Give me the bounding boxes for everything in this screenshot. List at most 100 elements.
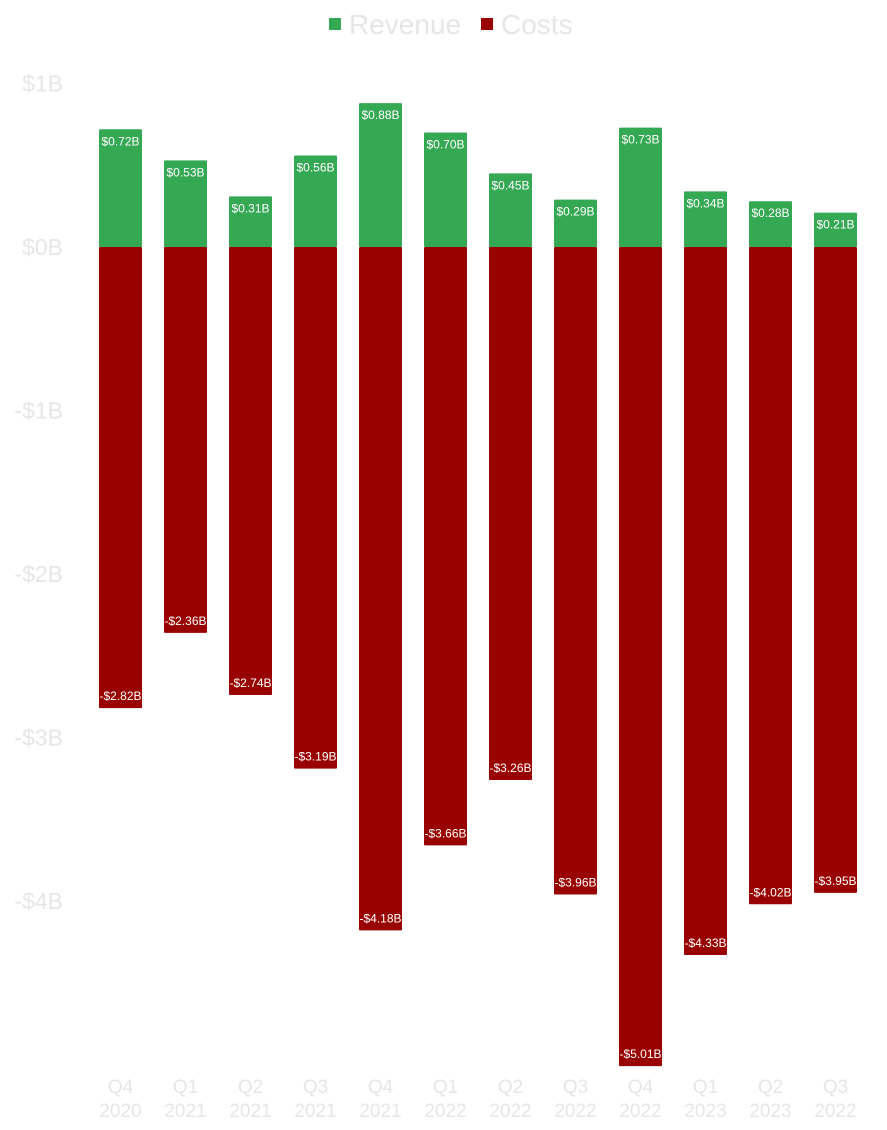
x-tick-label: Q2 2023 xyxy=(749,1077,791,1122)
costs-bar xyxy=(814,247,857,893)
x-tick-quarter: Q1 xyxy=(173,1077,198,1098)
legend-swatch-revenue xyxy=(329,18,341,30)
x-tick-label: Q2 2022 xyxy=(489,1077,531,1122)
revenue-data-label: $0.34B xyxy=(686,196,724,210)
y-tick-label: -$3B xyxy=(14,725,63,751)
costs-bar xyxy=(359,247,402,931)
costs-data-label: -$3.26B xyxy=(489,761,531,775)
costs-data-label: -$3.19B xyxy=(294,750,336,764)
x-tick-label: Q1 2021 xyxy=(164,1077,206,1122)
y-tick-label: -$2B xyxy=(14,561,63,587)
revenue-data-label: $0.53B xyxy=(166,165,204,179)
y-tick-label: $1B xyxy=(22,71,63,97)
revenue-bar xyxy=(489,173,532,247)
costs-bar xyxy=(424,247,467,846)
legend-swatch-costs xyxy=(481,18,493,30)
costs-data-label: -$3.96B xyxy=(554,875,596,889)
x-tick-year: 2020 xyxy=(99,1101,141,1122)
revenue-data-label: $0.28B xyxy=(751,206,789,220)
legend-label-revenue: Revenue xyxy=(349,9,461,40)
costs-bar xyxy=(749,247,792,905)
y-tick-label: -$4B xyxy=(14,888,63,914)
x-tick-quarter: Q4 xyxy=(368,1077,394,1098)
x-tick-quarter: Q2 xyxy=(498,1077,523,1098)
x-tick-label: Q4 2022 xyxy=(619,1077,661,1122)
x-tick-quarter: Q4 xyxy=(108,1077,134,1098)
x-tick-quarter: Q2 xyxy=(238,1077,263,1098)
costs-bar xyxy=(294,247,337,769)
costs-data-label: -$4.02B xyxy=(749,885,791,899)
x-tick-quarter: Q1 xyxy=(693,1077,718,1098)
revenue-bar xyxy=(359,103,402,248)
legend-label-costs: Costs xyxy=(501,9,573,40)
costs-bar xyxy=(164,247,207,633)
x-tick-year: 2022 xyxy=(619,1101,661,1122)
x-tick-year: 2022 xyxy=(814,1101,856,1122)
x-tick-quarter: Q3 xyxy=(563,1077,588,1098)
revenue-bar xyxy=(99,129,142,247)
x-tick-year: 2022 xyxy=(554,1101,596,1122)
costs-data-label: -$4.18B xyxy=(359,911,401,925)
revenue-bar xyxy=(164,160,207,247)
costs-bar xyxy=(554,247,597,895)
x-tick-year: 2022 xyxy=(424,1101,466,1122)
x-tick-label: Q1 2022 xyxy=(424,1077,466,1122)
legend: Revenue Costs xyxy=(329,9,573,40)
revenue-data-label: $0.56B xyxy=(296,160,334,174)
y-axis: $1B $0B -$1B -$2B -$3B -$4B xyxy=(14,71,63,915)
revenue-data-label: $0.31B xyxy=(231,201,269,215)
x-tick-year: 2021 xyxy=(359,1101,401,1122)
costs-data-label: -$5.01B xyxy=(619,1047,661,1061)
x-tick-label: Q3 2022 xyxy=(554,1077,596,1122)
x-tick-label: Q3 2022 xyxy=(814,1077,856,1122)
x-tick-quarter: Q3 xyxy=(823,1077,848,1098)
revenue-bar xyxy=(814,212,857,247)
costs-bar xyxy=(99,247,142,709)
costs-data-label: -$3.95B xyxy=(814,874,856,888)
revenue-data-label: $0.29B xyxy=(556,205,594,219)
revenue-data-label: $0.45B xyxy=(491,178,529,192)
x-tick-year: 2021 xyxy=(229,1101,271,1122)
x-tick-year: 2023 xyxy=(684,1101,726,1122)
revenue-bar xyxy=(294,155,337,247)
revenue-bar xyxy=(619,127,662,247)
revenue-bar xyxy=(749,201,792,247)
x-tick-label: Q3 2021 xyxy=(294,1077,336,1122)
bar-labels: $0.72B $0.53B $0.31B $0.56B $0.88B $0.70B $0.4… xyxy=(99,108,856,1061)
costs-bar xyxy=(684,247,727,955)
x-tick-label: Q4 2021 xyxy=(359,1077,401,1122)
x-tick-year: 2021 xyxy=(164,1101,206,1122)
bars xyxy=(99,103,857,1067)
costs-bar xyxy=(619,247,662,1067)
revenue-bar xyxy=(229,196,272,247)
costs-bar xyxy=(489,247,532,781)
x-tick-quarter: Q4 xyxy=(628,1077,654,1098)
x-tick-year: 2022 xyxy=(489,1101,531,1122)
costs-data-label: -$4.33B xyxy=(684,936,726,950)
revenue-data-label: $0.88B xyxy=(361,108,399,122)
x-tick-quarter: Q2 xyxy=(758,1077,783,1098)
revenue-data-label: $0.21B xyxy=(816,218,854,232)
x-tick-year: 2023 xyxy=(749,1101,791,1122)
costs-data-label: -$2.82B xyxy=(99,689,141,703)
costs-data-label: -$3.66B xyxy=(424,826,466,840)
costs-data-label: -$2.74B xyxy=(229,676,271,690)
revenue-bar xyxy=(424,132,467,247)
revenue-data-label: $0.70B xyxy=(426,138,464,152)
revenue-bar xyxy=(554,199,597,247)
x-tick-quarter: Q1 xyxy=(433,1077,458,1098)
x-tick-label: Q2 2021 xyxy=(229,1077,271,1122)
y-tick-label: $0B xyxy=(22,234,63,260)
x-tick-year: 2021 xyxy=(294,1101,336,1122)
x-tick-label: Q4 2020 xyxy=(99,1077,141,1122)
revenue-bar xyxy=(684,191,727,247)
x-axis: Q4 2020 Q1 2021 Q2 2021 Q3 2021 Q4 2021 Q1 2022 Q2 20… xyxy=(99,1077,856,1122)
costs-data-label: -$2.36B xyxy=(164,614,206,628)
x-tick-label: Q1 2023 xyxy=(684,1077,726,1122)
revenue-data-label: $0.72B xyxy=(101,134,139,148)
x-tick-quarter: Q3 xyxy=(303,1077,328,1098)
revenue-data-label: $0.73B xyxy=(621,133,659,147)
costs-bar xyxy=(229,247,272,695)
y-tick-label: -$1B xyxy=(14,398,63,424)
